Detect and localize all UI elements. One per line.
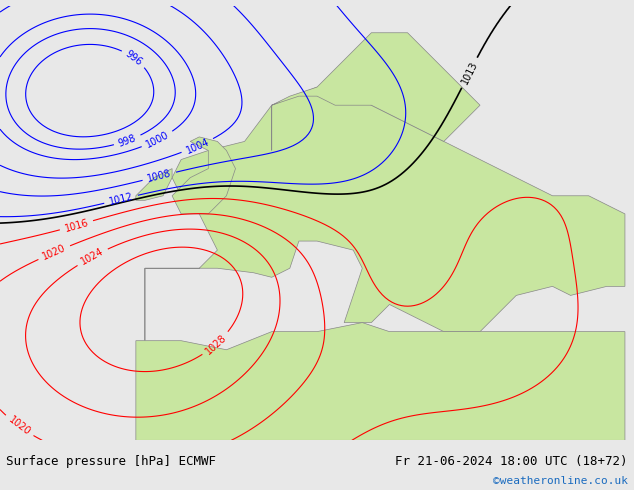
- Text: 1013: 1013: [460, 59, 479, 86]
- Text: 1004: 1004: [184, 136, 210, 155]
- Text: 1000: 1000: [145, 130, 171, 150]
- Polygon shape: [272, 33, 480, 150]
- Text: 1016: 1016: [63, 217, 89, 233]
- Text: 1012: 1012: [108, 192, 134, 207]
- Text: Surface pressure [hPa] ECMWF: Surface pressure [hPa] ECMWF: [6, 455, 216, 468]
- Text: Fr 21-06-2024 18:00 UTC (18+72): Fr 21-06-2024 18:00 UTC (18+72): [395, 455, 628, 468]
- Text: 996: 996: [124, 49, 145, 68]
- Polygon shape: [136, 169, 172, 200]
- Text: 998: 998: [117, 133, 138, 148]
- Polygon shape: [172, 137, 235, 214]
- Polygon shape: [136, 322, 625, 441]
- Text: 1020: 1020: [41, 243, 67, 262]
- Text: 1020: 1020: [6, 415, 32, 438]
- Polygon shape: [145, 87, 625, 341]
- Text: ©weatheronline.co.uk: ©weatheronline.co.uk: [493, 476, 628, 486]
- Text: 1028: 1028: [204, 332, 228, 356]
- Text: 1008: 1008: [146, 169, 172, 184]
- Text: 1024: 1024: [79, 246, 106, 267]
